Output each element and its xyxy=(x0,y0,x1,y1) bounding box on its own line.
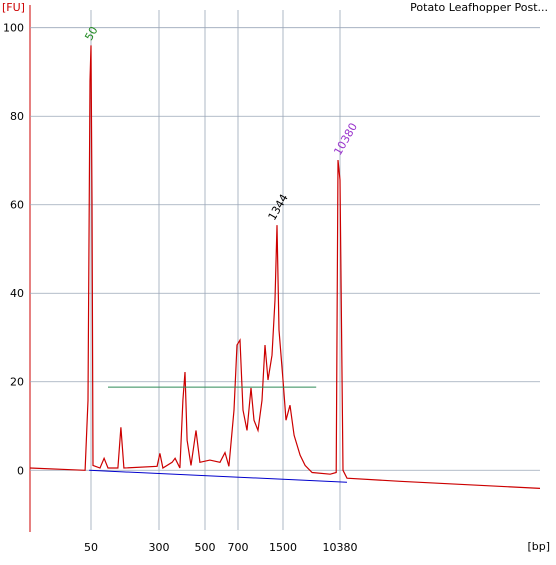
x-axis-label: [bp] xyxy=(527,540,550,553)
y-tick-label: 0 xyxy=(17,464,24,477)
chart-title: Potato Leafhopper Post... xyxy=(410,1,548,14)
trace-line xyxy=(89,469,348,483)
x-tick-label: 500 xyxy=(195,541,216,554)
y-axis-label: [FU] xyxy=(2,1,25,14)
y-tick-label: 80 xyxy=(10,110,24,123)
y-tick-label: 40 xyxy=(10,287,24,300)
trace-line xyxy=(29,45,541,489)
x-tick-label: 700 xyxy=(228,541,249,554)
x-tick-label: 1500 xyxy=(269,541,297,554)
y-tick-label: 20 xyxy=(10,376,24,389)
x-tick-label: 10380 xyxy=(323,541,358,554)
y-tick-label: 60 xyxy=(10,199,24,212)
y-tick-label: 100 xyxy=(3,22,24,35)
peak-label: 50 xyxy=(82,24,100,43)
x-tick-label: 50 xyxy=(84,541,98,554)
x-tick-label: 300 xyxy=(149,541,170,554)
